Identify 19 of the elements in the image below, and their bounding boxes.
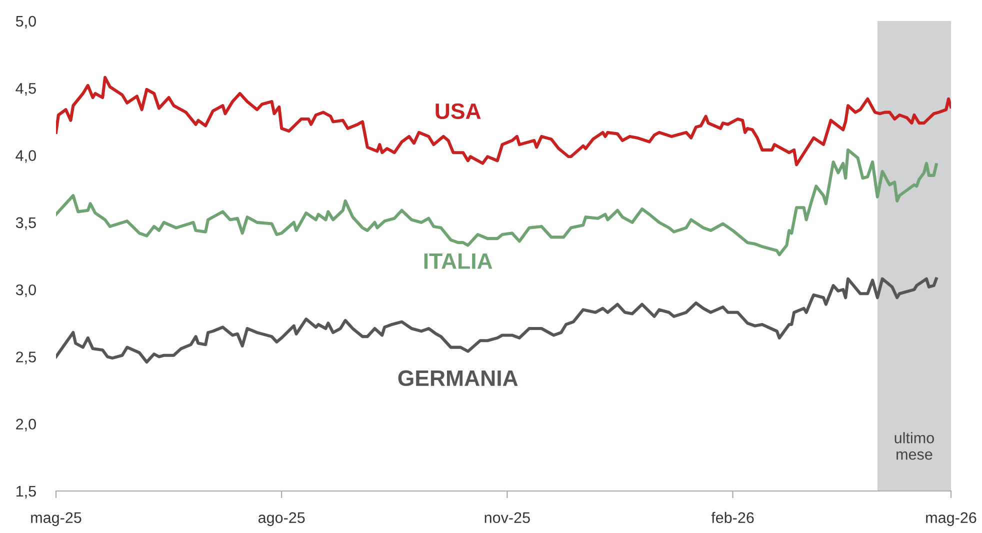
y-tick-label: 4,5 — [16, 83, 36, 96]
line-series — [56, 76, 951, 166]
x-tick-label: mag-26 — [926, 512, 976, 526]
y-tick-label: 2,5 — [16, 352, 36, 364]
band-label: ultimo mese — [894, 432, 934, 460]
x-tick-label: nov-25 — [484, 512, 530, 524]
x-tick-label: mag-25 — [31, 512, 82, 526]
series-label: USA — [436, 103, 481, 120]
x-tick-label: feb-26 — [711, 512, 754, 524]
line-series — [56, 277, 938, 364]
y-tick-label: 4,0 — [16, 150, 36, 163]
series-label: GERMANIA — [398, 370, 518, 386]
x-tick-label: ago-25 — [258, 512, 305, 526]
series-label: ITALIA — [424, 254, 492, 269]
y-tick-label: 3,0 — [16, 284, 36, 298]
y-tick-label: 1,5 — [16, 486, 36, 498]
y-tick-label: 2,0 — [16, 418, 36, 432]
y-tick-label: 3,5 — [16, 217, 36, 230]
y-tick-label: 5,0 — [16, 16, 36, 28]
